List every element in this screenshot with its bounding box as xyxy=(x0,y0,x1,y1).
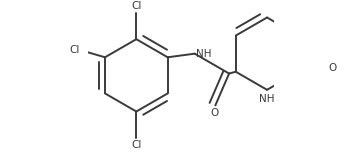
Text: NH: NH xyxy=(196,49,211,59)
Text: Cl: Cl xyxy=(70,44,80,55)
Text: Cl: Cl xyxy=(131,1,142,11)
Text: O: O xyxy=(328,63,336,73)
Text: O: O xyxy=(210,108,218,118)
Text: NH: NH xyxy=(259,94,275,104)
Text: Cl: Cl xyxy=(131,140,142,150)
